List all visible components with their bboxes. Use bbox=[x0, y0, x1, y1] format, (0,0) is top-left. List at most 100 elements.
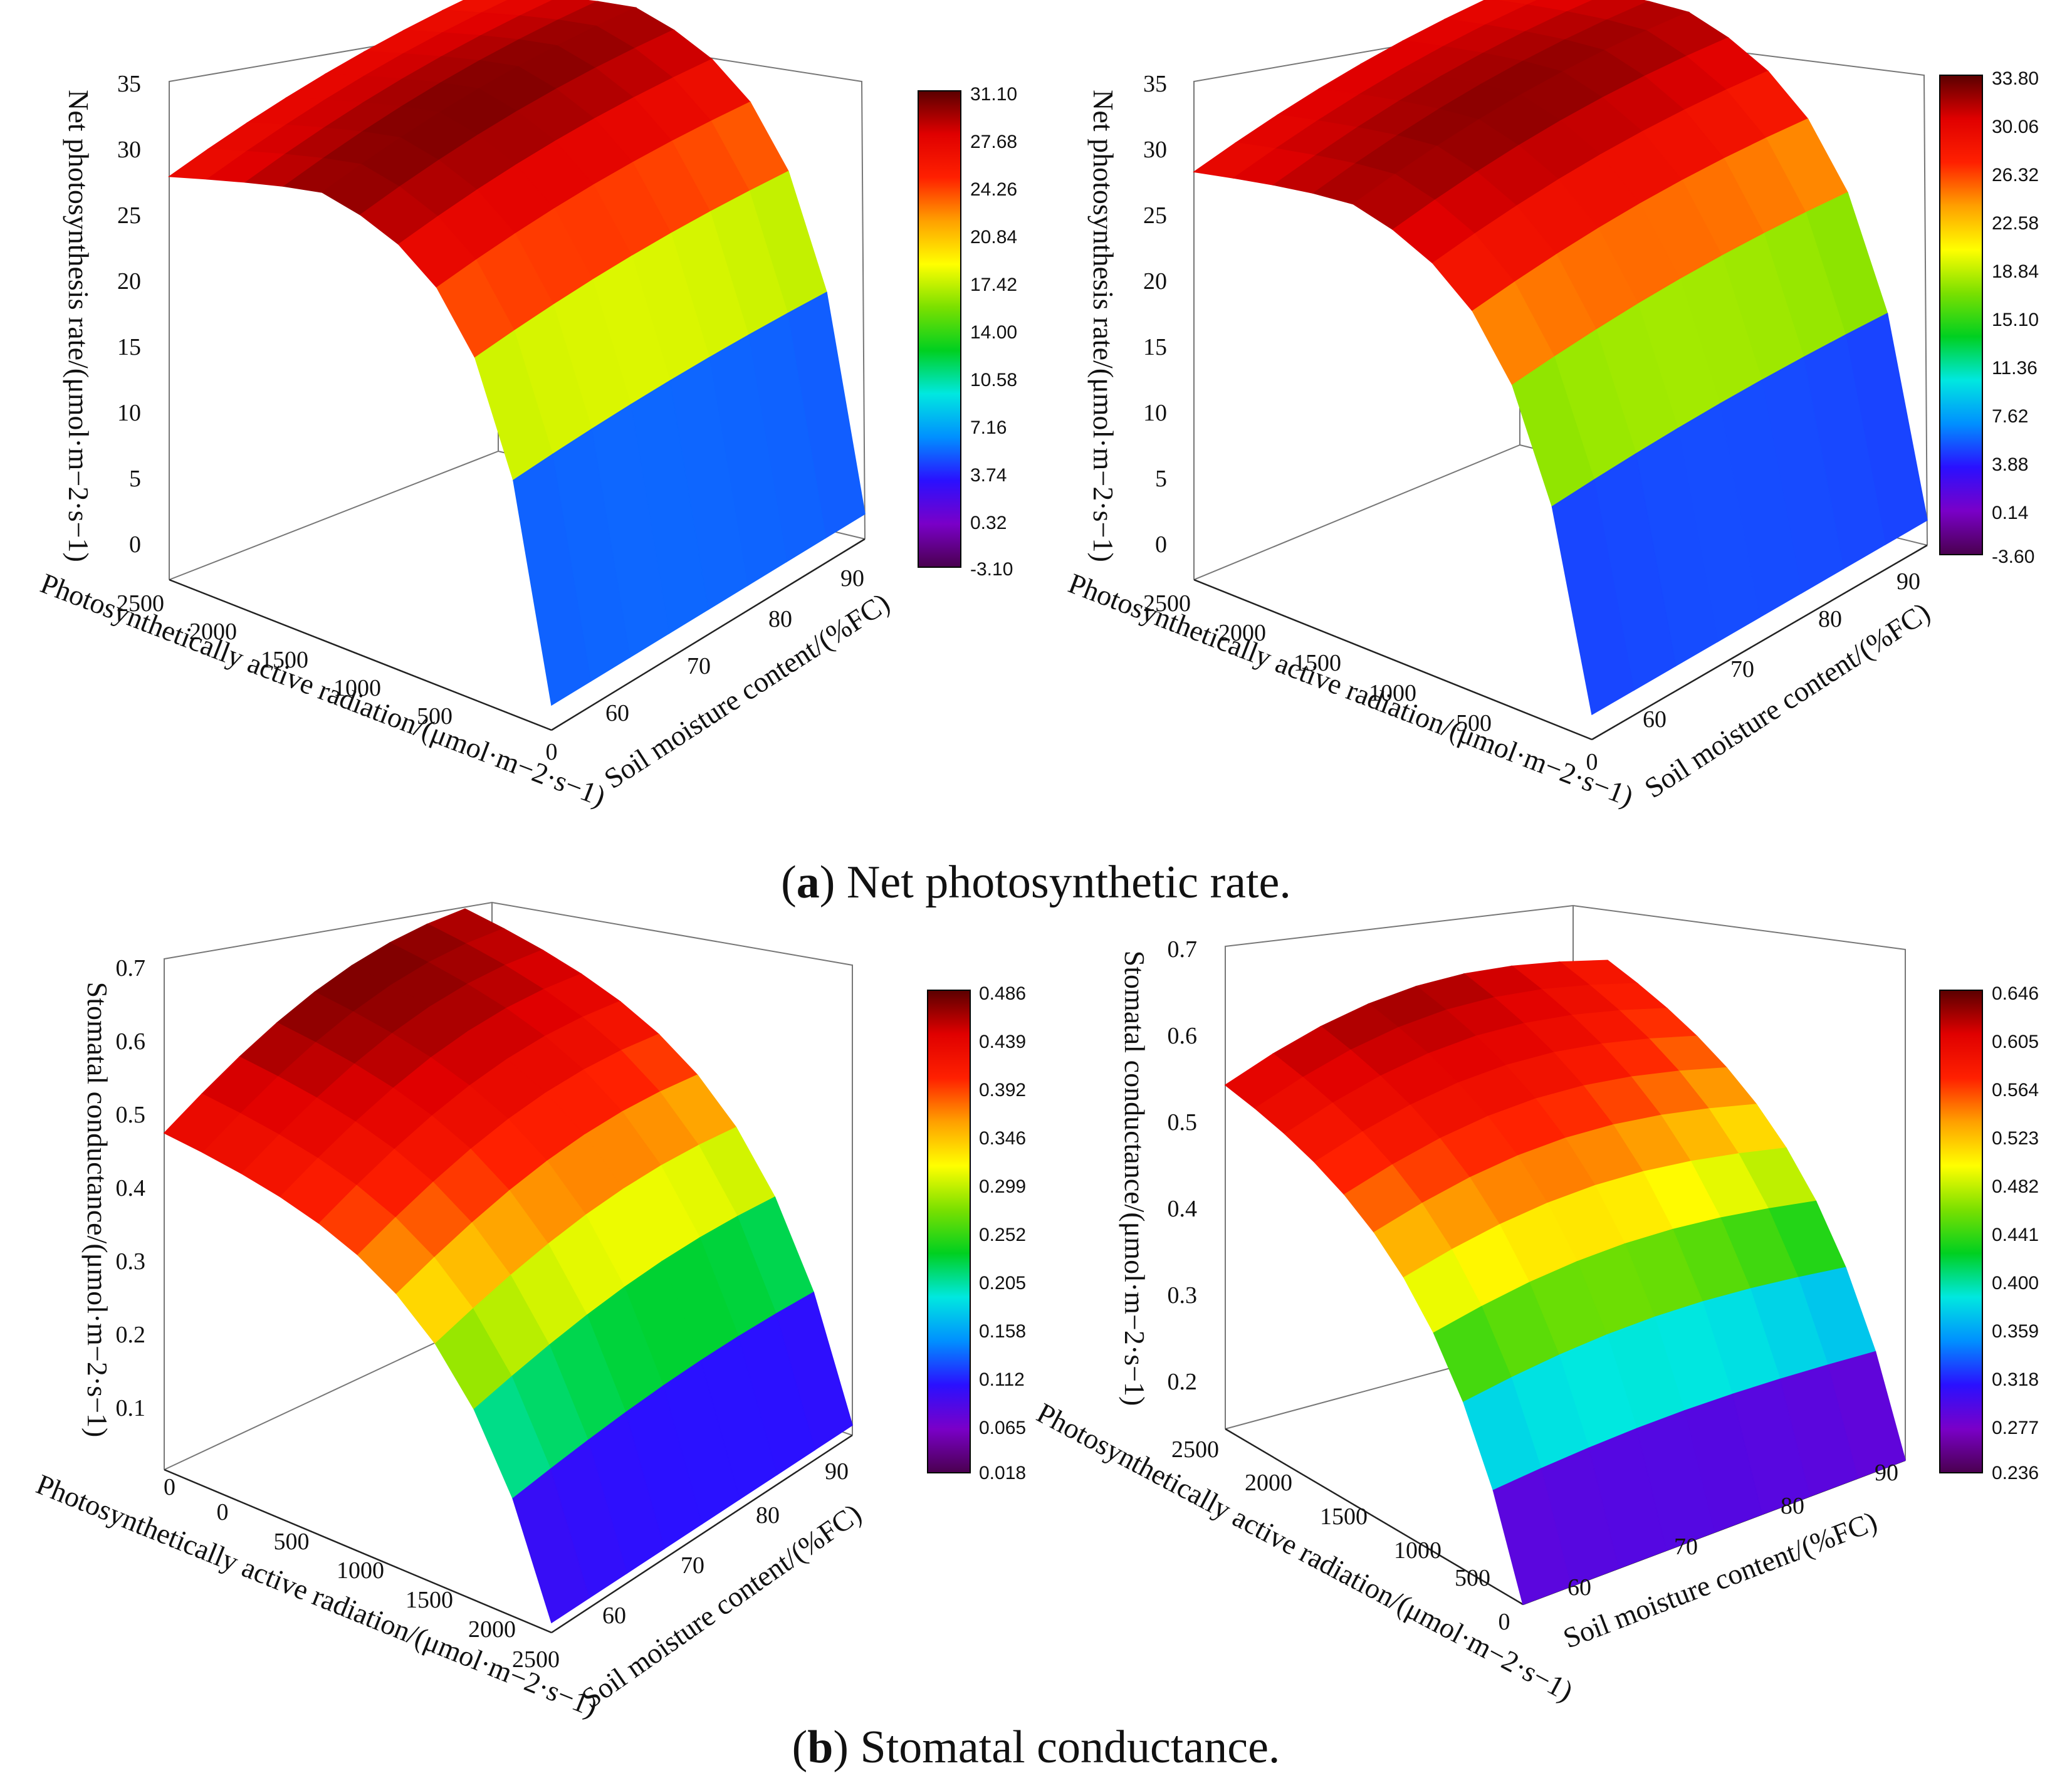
panel-a-right-x-label: Photosynthetically active radiation/(μmo… bbox=[1064, 567, 1638, 813]
y-tick: 70 bbox=[687, 653, 711, 679]
z-tick: 25 bbox=[1143, 202, 1167, 229]
z-tick: 0 bbox=[1155, 531, 1167, 558]
panel-b-right-z-ticks: 0.7 0.6 0.5 0.4 0.3 0.2 bbox=[1168, 936, 1198, 1395]
z-tick: 15 bbox=[117, 334, 141, 360]
cb-tick: 33.80 bbox=[1992, 68, 2039, 89]
y-tick: 60 bbox=[602, 1603, 626, 1629]
panel-a-right-surface bbox=[1193, 0, 1928, 716]
z-tick: 0.7 bbox=[116, 955, 146, 981]
panel-b-right-colorbar-gradient bbox=[1939, 990, 1983, 1473]
cb-tick: 0.523 bbox=[1992, 1128, 2039, 1149]
y-tick: 70 bbox=[1674, 1534, 1698, 1560]
cb-tick: 30.06 bbox=[1992, 117, 2039, 137]
cb-tick: 0.299 bbox=[979, 1176, 1026, 1197]
z-tick: 0.4 bbox=[116, 1175, 146, 1201]
caption-b-close: ) bbox=[833, 1722, 849, 1773]
y-tick: 90 bbox=[840, 565, 864, 592]
panel-a-left-z-label: Net photosynthesis rate/(μmol·m−2·s−1) bbox=[63, 90, 95, 562]
panel-b-right-y-ticks: 60 70 80 90 bbox=[1567, 1460, 1898, 1601]
z-tick: 0.1 bbox=[116, 1395, 146, 1421]
cb-tick: 0.441 bbox=[1992, 1225, 2039, 1245]
cb-tick: 27.68 bbox=[970, 132, 1017, 152]
cb-tick: 3.74 bbox=[970, 465, 1007, 486]
cb-tick: 0.065 bbox=[979, 1418, 1026, 1438]
y-tick: 80 bbox=[1818, 606, 1842, 632]
cb-tick: -3.10 bbox=[970, 559, 1013, 580]
x-tick: 1500 bbox=[1294, 650, 1341, 676]
caption-a-close: ) bbox=[820, 857, 835, 908]
panel-b-right: 0.7 0.6 0.5 0.4 0.3 0.2 Stomatal conduct… bbox=[1032, 904, 2039, 1707]
panel-a-right-floor-back bbox=[1193, 444, 1520, 580]
cb-tick: 0.482 bbox=[1992, 1176, 2039, 1197]
y-tick: 60 bbox=[1567, 1574, 1591, 1601]
z-tick: 20 bbox=[117, 268, 141, 295]
x-tick: 0 bbox=[1586, 749, 1598, 775]
cb-tick: 0.564 bbox=[1992, 1080, 2039, 1101]
cb-tick: 7.62 bbox=[1992, 406, 2028, 427]
y-tick: 80 bbox=[756, 1502, 780, 1529]
cb-tick: 0.318 bbox=[1992, 1369, 2039, 1390]
panel-a-right-colorbar-gradient bbox=[1939, 75, 1983, 555]
panel-a-left-x-label: Photosynthetically active radiation/(μmo… bbox=[36, 567, 610, 813]
panel-b-left-colorbar: 0.486 0.439 0.392 0.346 0.299 0.252 0.20… bbox=[927, 983, 1026, 1483]
x-tick: 1000 bbox=[1394, 1537, 1442, 1564]
cb-tick: 0.32 bbox=[970, 513, 1007, 533]
cb-tick: 0.277 bbox=[1992, 1418, 2039, 1438]
caption-b-open: ( bbox=[792, 1722, 808, 1773]
caption-b-text: Stomatal conductance. bbox=[849, 1722, 1280, 1773]
cb-tick: 26.32 bbox=[1992, 165, 2039, 186]
panel-a-left-colorbar: 31.10 27.68 24.26 20.84 17.42 14.00 10.5… bbox=[918, 84, 1017, 580]
surface-cell bbox=[1551, 479, 1635, 716]
cb-tick: 0.236 bbox=[1992, 1463, 2039, 1483]
z-tick: 10 bbox=[1143, 400, 1167, 426]
cb-tick: -3.60 bbox=[1992, 546, 2034, 567]
panel-a-right-x-ticks: 2500 2000 1500 1000 500 0 bbox=[1143, 590, 1598, 775]
panel-a-right-y-ticks: 60 70 80 90 bbox=[1643, 568, 1920, 733]
panel-b-left-y-ticks: 60 70 80 90 bbox=[602, 1458, 849, 1629]
y-tick: 90 bbox=[1875, 1460, 1898, 1486]
panel-b-left-x-ticks: 0 500 1000 1500 2000 2500 bbox=[217, 1499, 560, 1673]
panel-a-right-x-axis bbox=[1193, 578, 1593, 741]
z-tick: 20 bbox=[1143, 268, 1167, 295]
y-tick: 90 bbox=[1897, 568, 1920, 595]
z-tick: 0 bbox=[164, 1474, 175, 1500]
z-tick: 0.6 bbox=[1168, 1023, 1198, 1049]
panel-b-left-colorbar-gradient bbox=[927, 990, 971, 1473]
x-tick: 2500 bbox=[1171, 1436, 1219, 1463]
z-tick: 35 bbox=[1143, 71, 1167, 97]
cb-tick: 20.84 bbox=[970, 227, 1017, 248]
z-tick: 35 bbox=[117, 71, 141, 97]
z-tick: 0.5 bbox=[1168, 1109, 1198, 1136]
panel-b-right-x-axis bbox=[1225, 1428, 1524, 1606]
x-tick: 2500 bbox=[512, 1646, 560, 1673]
x-tick: 1500 bbox=[1320, 1503, 1368, 1530]
z-tick: 0.2 bbox=[116, 1322, 146, 1348]
z-tick: 0.7 bbox=[1168, 936, 1198, 963]
cb-tick: 11.36 bbox=[1992, 358, 2038, 379]
cb-tick: 31.10 bbox=[970, 84, 1017, 105]
x-tick: 500 bbox=[274, 1529, 310, 1555]
cb-tick: 0.486 bbox=[979, 983, 1026, 1004]
x-tick: 500 bbox=[417, 703, 453, 730]
z-tick: 0.5 bbox=[116, 1102, 146, 1128]
panel-a-right-colorbar: 33.80 30.06 26.32 22.58 18.84 15.10 11.3… bbox=[1939, 68, 2039, 567]
x-tick: 0 bbox=[1499, 1609, 1510, 1635]
cb-tick: 0.018 bbox=[979, 1463, 1026, 1483]
caption-a: (a) Net photosynthetic rate. bbox=[781, 857, 1291, 908]
cb-tick: 0.252 bbox=[979, 1225, 1026, 1245]
cb-tick: 0.205 bbox=[979, 1273, 1026, 1294]
panel-a-left-y-ticks: 60 70 80 90 bbox=[605, 565, 864, 726]
cb-tick: 10.58 bbox=[970, 370, 1017, 390]
surface-cell bbox=[512, 1468, 590, 1624]
x-tick: 0 bbox=[217, 1499, 229, 1525]
cb-tick: 18.84 bbox=[1992, 261, 2039, 282]
x-tick: 0 bbox=[546, 739, 558, 765]
cb-tick: 0.14 bbox=[1992, 503, 2028, 523]
x-tick: 500 bbox=[1456, 710, 1492, 736]
panel-b-left-x-axis bbox=[164, 1468, 552, 1634]
cb-tick: 24.26 bbox=[970, 179, 1017, 200]
x-tick: 1500 bbox=[261, 647, 308, 673]
panel-b-right-z-label: Stomatal conductance/(μmol·m−2·s−1) bbox=[1119, 951, 1151, 1406]
caption-a-label: a bbox=[797, 857, 820, 908]
